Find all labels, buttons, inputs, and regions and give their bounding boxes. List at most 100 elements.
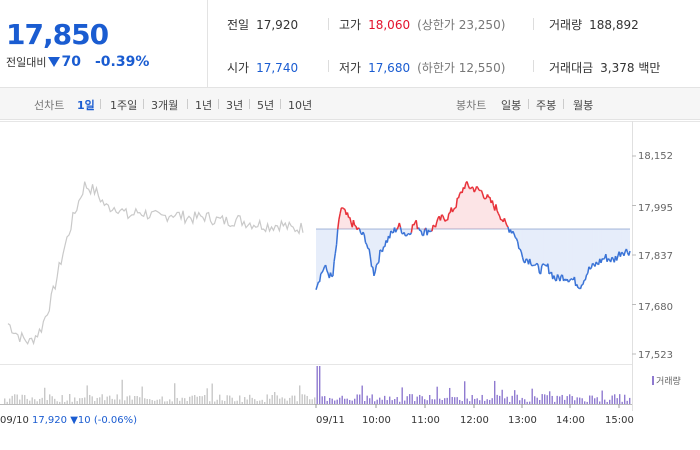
volume-bar [234,401,236,404]
volume-legend: 거래량 [652,374,681,387]
volume-bar [374,401,376,404]
chart-period-bar: 선차트 1일 1주일 3개월 1년 3년 5년 10년 봉차트 일봉 주봉 월봉 [0,88,700,120]
volume-bar [579,397,581,404]
stat-label: 전일 [227,18,250,32]
price-fill-down [609,229,611,263]
volume-bar [189,396,191,404]
price-fill-down [373,229,376,276]
volume-bar [494,380,496,404]
volume-bar [84,397,86,404]
volume-bar [16,394,18,404]
tab-daily-candle[interactable]: 일봉 [501,99,522,112]
price-fill-down [553,229,556,280]
volume-bar [516,394,518,404]
tab-1week[interactable]: 1주일 [110,99,138,112]
volume-bar [196,396,198,404]
tab-3years[interactable]: 3년 [226,99,244,112]
price-segment-down [595,261,599,265]
price-fill-down [318,229,320,283]
price-fill-up [485,198,487,230]
divider [218,99,219,109]
price-segment-down [335,229,339,245]
tab-10years[interactable]: 10년 [288,99,313,112]
volume-bar [566,396,568,404]
volume-bar [379,397,381,404]
volume-bar [384,395,386,404]
volume-bar [381,399,383,404]
price-fill-down [529,229,531,265]
price-segment-down [537,265,541,274]
volume-bar [184,398,186,404]
price-fill-down [377,229,379,264]
stat-high: 고가 18,060 (상한가 23,250) [339,16,505,33]
x-tick-label: 15:00 [605,415,634,426]
volume-bar [316,366,318,404]
volume-bar [556,395,558,404]
tab-1year[interactable]: 1년 [195,99,213,112]
prev-day-pct: (-0.06%) [93,415,137,426]
price-segment-down [333,253,337,262]
price-fill-down [322,229,324,273]
price-segment-down [529,258,532,265]
volume-bar [104,400,106,404]
stat-value: 17,680 [368,60,411,75]
volume-bar [354,398,356,404]
price-fill-down [620,229,622,257]
price-fill-down [538,229,540,273]
tab-monthly-candle[interactable]: 월봉 [573,99,594,112]
price-segment-up [434,221,438,228]
price-fill-down [603,229,605,260]
volume-bar [586,401,588,404]
volume-bar [221,400,223,404]
stat-sub: (하한가 12,550) [417,61,506,75]
volume-bar [574,400,576,404]
tab-5years[interactable]: 5년 [257,99,275,112]
volume-bar [599,401,601,404]
volume-bar [309,399,311,404]
price-segment-down [589,267,592,270]
volume-bar [521,397,523,404]
price-fill-up [462,187,464,230]
price-segment-down [513,233,516,238]
volume-bar [301,394,303,404]
price-segment-down [576,284,579,289]
price-segment-up [413,222,416,226]
divider [533,60,534,72]
price-fill-down [576,229,579,288]
price-chart[interactable]: 18,152 17,995 17,837 17,680 17,523 거래량 0… [0,121,700,450]
price-segment-up [338,213,341,220]
volume-bar [61,395,63,404]
price-segment-down [573,276,577,287]
volume-bar [244,397,246,404]
price-fill-up [458,193,460,230]
volume-bar [581,398,583,404]
tab-3months[interactable]: 3개월 [151,99,179,112]
volume-bar [251,397,253,404]
volume-bar [24,395,26,404]
price-fill-up [482,193,484,230]
price-segment-up [473,189,477,193]
tab-1day[interactable]: 1일 [77,99,95,112]
price-fill-up [452,209,454,230]
price-segment-down [395,229,398,233]
tab-weekly-candle[interactable]: 주봉 [536,99,557,112]
volume-bar [404,400,406,404]
volume-bar [321,396,323,404]
volume-bar [394,399,396,404]
price-segment-down [601,257,604,260]
volume-bar [561,394,563,404]
chart-canvas[interactable] [0,121,700,450]
volume-bar [474,398,476,404]
volume-bar [246,399,248,404]
price-segment-down [381,246,385,252]
price-fill-down [582,229,585,285]
price-fill-down [627,229,629,256]
stat-value: 17,920 [256,17,299,32]
volume-bar [144,398,146,404]
volume-bar [466,398,468,404]
price-fill-down [330,229,332,277]
price-fill-up [483,198,486,230]
volume-bar [489,399,491,404]
candle-chart-label: 봉차트 [456,99,487,112]
price-fill-down [555,229,557,282]
